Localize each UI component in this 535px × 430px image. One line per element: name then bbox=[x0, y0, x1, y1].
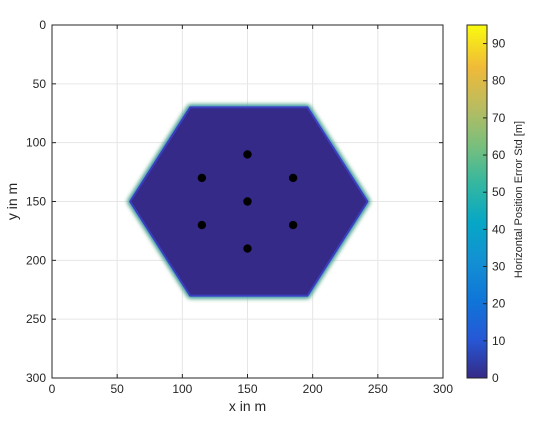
anchor-point bbox=[197, 173, 207, 183]
colorbar-ticks: 0 10 20 30 40 50 60 70 80 90 bbox=[483, 37, 506, 385]
colorbar-tick-label: 50 bbox=[492, 185, 506, 199]
colorbar-tick-label: 20 bbox=[492, 297, 506, 311]
colorbar-tick-label: 0 bbox=[492, 371, 499, 385]
colorbar-tick-label: 60 bbox=[492, 148, 506, 162]
x-tick-label: 200 bbox=[303, 382, 323, 396]
y-axis-label: y in m bbox=[4, 183, 20, 220]
colorbar-tick-label: 80 bbox=[492, 74, 506, 88]
anchor-point bbox=[243, 197, 252, 206]
y-tick-label: 250 bbox=[26, 312, 46, 326]
y-tick-label: 300 bbox=[26, 371, 46, 385]
x-axis-label: x in m bbox=[229, 398, 266, 414]
colorbar-gradient bbox=[467, 25, 487, 378]
colorbar-tick-label: 10 bbox=[492, 334, 506, 348]
y-ticks: 0 50 100 150 200 250 300 bbox=[26, 18, 443, 385]
anchor-point bbox=[243, 244, 252, 253]
y-tick-label: 100 bbox=[26, 136, 46, 150]
colorbar-tick-label: 70 bbox=[492, 111, 506, 125]
x-tick-label: 0 bbox=[49, 382, 56, 396]
y-tick-label: 150 bbox=[26, 195, 46, 209]
anchor-point bbox=[288, 173, 298, 183]
y-tick-label: 0 bbox=[39, 18, 46, 32]
anchor-point bbox=[197, 220, 207, 230]
anchor-points bbox=[197, 150, 298, 253]
colorbar-tick-label: 30 bbox=[492, 260, 506, 274]
anchor-point bbox=[288, 220, 298, 230]
y-tick-label: 200 bbox=[26, 253, 46, 267]
colorbar-label: Horizontal Position Error Std [m] bbox=[513, 121, 525, 278]
colorbar: 0 10 20 30 40 50 60 70 80 90 Horizontal Position … bbox=[466, 24, 525, 385]
x-tick-label: 250 bbox=[368, 382, 388, 396]
x-tick-label: 50 bbox=[110, 382, 124, 396]
colorbar-box bbox=[466, 24, 488, 379]
y-tick-label: 50 bbox=[33, 77, 47, 91]
anchor-point bbox=[243, 150, 252, 159]
x-ticks: 0 50 100 150 200 250 300 bbox=[49, 25, 453, 396]
x-tick-label: 100 bbox=[172, 382, 192, 396]
x-tick-label: 150 bbox=[237, 382, 257, 396]
colorbar-tick-label: 40 bbox=[492, 222, 506, 236]
colorbar-tick-label: 90 bbox=[492, 37, 506, 51]
x-tick-label: 300 bbox=[433, 382, 453, 396]
